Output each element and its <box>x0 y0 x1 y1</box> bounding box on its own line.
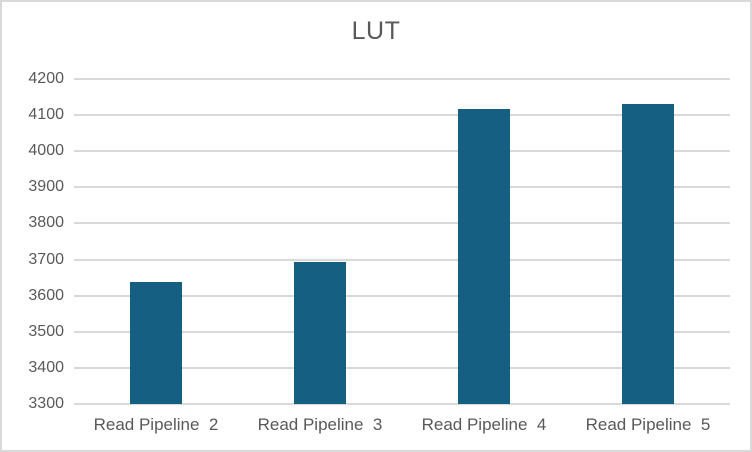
gridline <box>74 222 730 225</box>
y-tick-label: 3500 <box>28 322 64 340</box>
bar-read-pipeline-3 <box>294 261 346 404</box>
y-tick-label: 3400 <box>28 358 64 376</box>
plot-area <box>74 78 730 405</box>
y-tick-label: 3900 <box>28 178 64 196</box>
x-axis-line <box>74 403 730 405</box>
y-tick-label: 4200 <box>28 70 64 87</box>
y-tick-label: 3800 <box>28 214 64 232</box>
y-tick-label: 3300 <box>28 395 64 412</box>
gridline <box>74 294 730 297</box>
gridline <box>74 366 730 369</box>
gridline <box>74 114 730 117</box>
x-category-label: Read Pipeline 5 <box>585 415 711 434</box>
gridline <box>74 78 730 80</box>
bar-read-pipeline-2 <box>130 281 182 404</box>
chart-title: LUT <box>351 17 401 45</box>
y-tick-label: 3700 <box>28 250 64 268</box>
gridline <box>74 258 730 261</box>
gridline <box>74 150 730 153</box>
x-category-label: Read Pipeline 2 <box>93 415 219 434</box>
bar-read-pipeline-4 <box>458 109 510 404</box>
y-tick-label: 4100 <box>28 106 64 124</box>
x-axis: Read Pipeline 2 Read Pipeline 3 Read Pipel… <box>74 414 730 438</box>
y-axis: 3300 3400 3500 3600 3700 3800 3900 4000 4100 4200 <box>2 70 64 412</box>
gridline <box>74 186 730 189</box>
x-category-label: Read Pipeline 4 <box>421 415 547 434</box>
gridline <box>74 330 730 333</box>
y-tick-label: 4000 <box>28 142 64 160</box>
y-tick-label: 3600 <box>28 286 64 304</box>
x-category-label: Read Pipeline 3 <box>257 415 383 434</box>
bar-read-pipeline-5 <box>622 103 674 404</box>
